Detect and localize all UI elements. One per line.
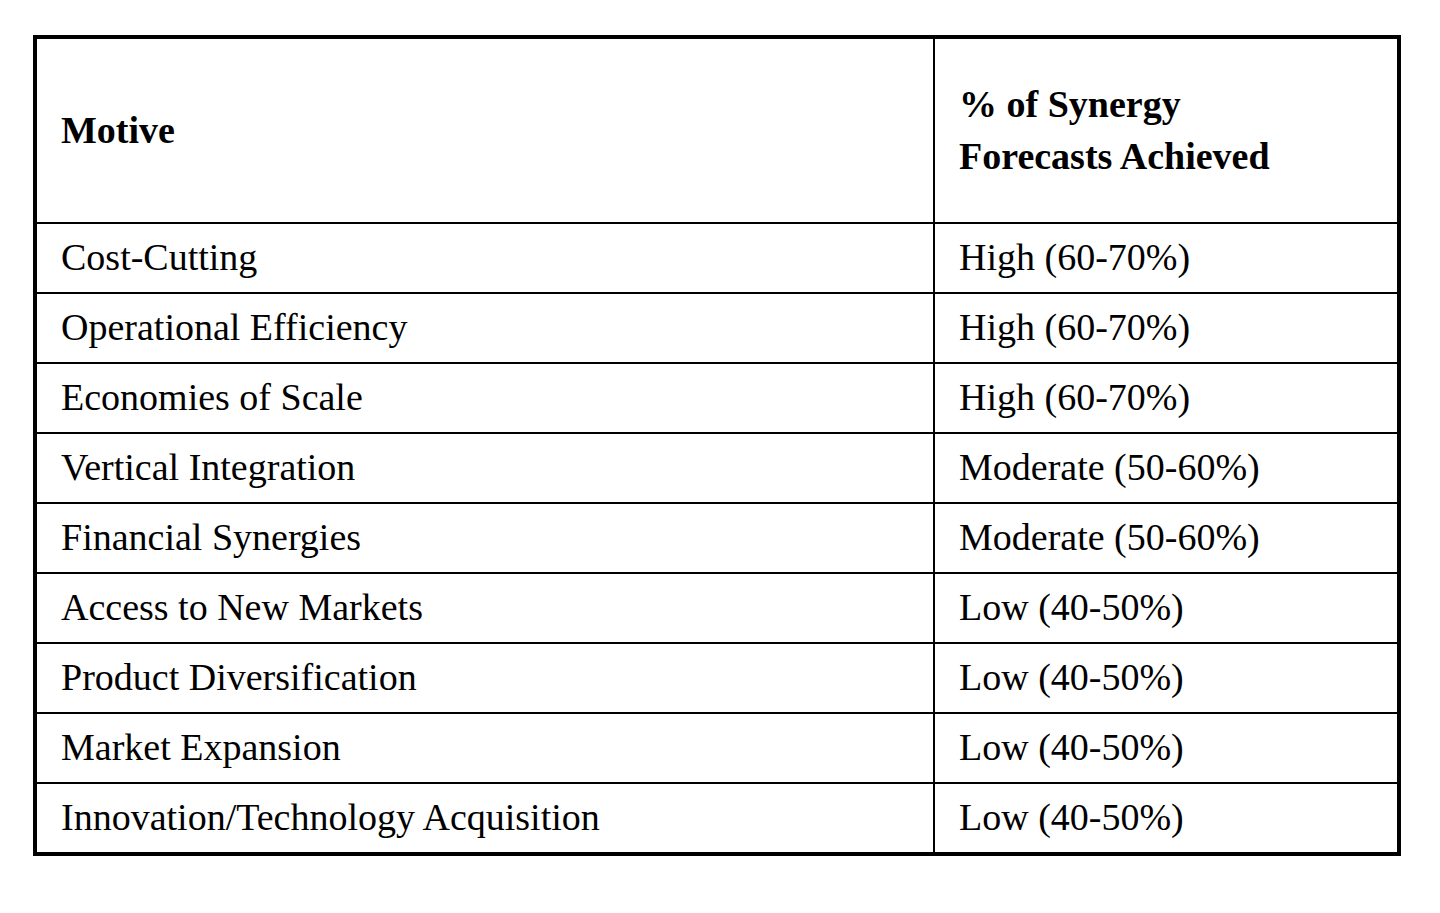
synergy-forecast-table: Motive % of Synergy Forecasts Achieved C… <box>33 35 1401 856</box>
table-row: Economies of Scale High (60-70%) <box>35 363 1399 433</box>
table-header-row: Motive % of Synergy Forecasts Achieved <box>35 37 1399 223</box>
document-page: Motive % of Synergy Forecasts Achieved C… <box>0 0 1440 913</box>
table-row: Innovation/Technology Acquisition Low (4… <box>35 783 1399 854</box>
table-row: Cost-Cutting High (60-70%) <box>35 223 1399 293</box>
motive-cell: Vertical Integration <box>35 433 934 503</box>
column-header-motive: Motive <box>35 37 934 223</box>
column-header-motive-label: Motive <box>61 109 175 151</box>
synergy-value-cell: Low (40-50%) <box>934 713 1399 783</box>
synergy-value-cell: Moderate (50-60%) <box>934 433 1399 503</box>
table-row: Market Expansion Low (40-50%) <box>35 713 1399 783</box>
column-header-synergy-forecasts: % of Synergy Forecasts Achieved <box>934 37 1399 223</box>
table-row: Operational Efficiency High (60-70%) <box>35 293 1399 363</box>
table-row: Vertical Integration Moderate (50-60%) <box>35 433 1399 503</box>
synergy-value-cell: Low (40-50%) <box>934 783 1399 854</box>
table-row: Access to New Markets Low (40-50%) <box>35 573 1399 643</box>
synergy-value-cell: Moderate (50-60%) <box>934 503 1399 573</box>
column-header-synergy-forecasts-label: % of Synergy Forecasts Achieved <box>959 79 1299 182</box>
synergy-value-cell: High (60-70%) <box>934 293 1399 363</box>
motive-cell: Cost-Cutting <box>35 223 934 293</box>
synergy-value-cell: High (60-70%) <box>934 223 1399 293</box>
motive-cell: Financial Synergies <box>35 503 934 573</box>
motive-cell: Innovation/Technology Acquisition <box>35 783 934 854</box>
motive-cell: Access to New Markets <box>35 573 934 643</box>
motive-cell: Product Diversification <box>35 643 934 713</box>
synergy-value-cell: Low (40-50%) <box>934 573 1399 643</box>
motive-cell: Market Expansion <box>35 713 934 783</box>
motive-cell: Economies of Scale <box>35 363 934 433</box>
motive-cell: Operational Efficiency <box>35 293 934 363</box>
synergy-value-cell: Low (40-50%) <box>934 643 1399 713</box>
table-row: Product Diversification Low (40-50%) <box>35 643 1399 713</box>
synergy-value-cell: High (60-70%) <box>934 363 1399 433</box>
table-row: Financial Synergies Moderate (50-60%) <box>35 503 1399 573</box>
